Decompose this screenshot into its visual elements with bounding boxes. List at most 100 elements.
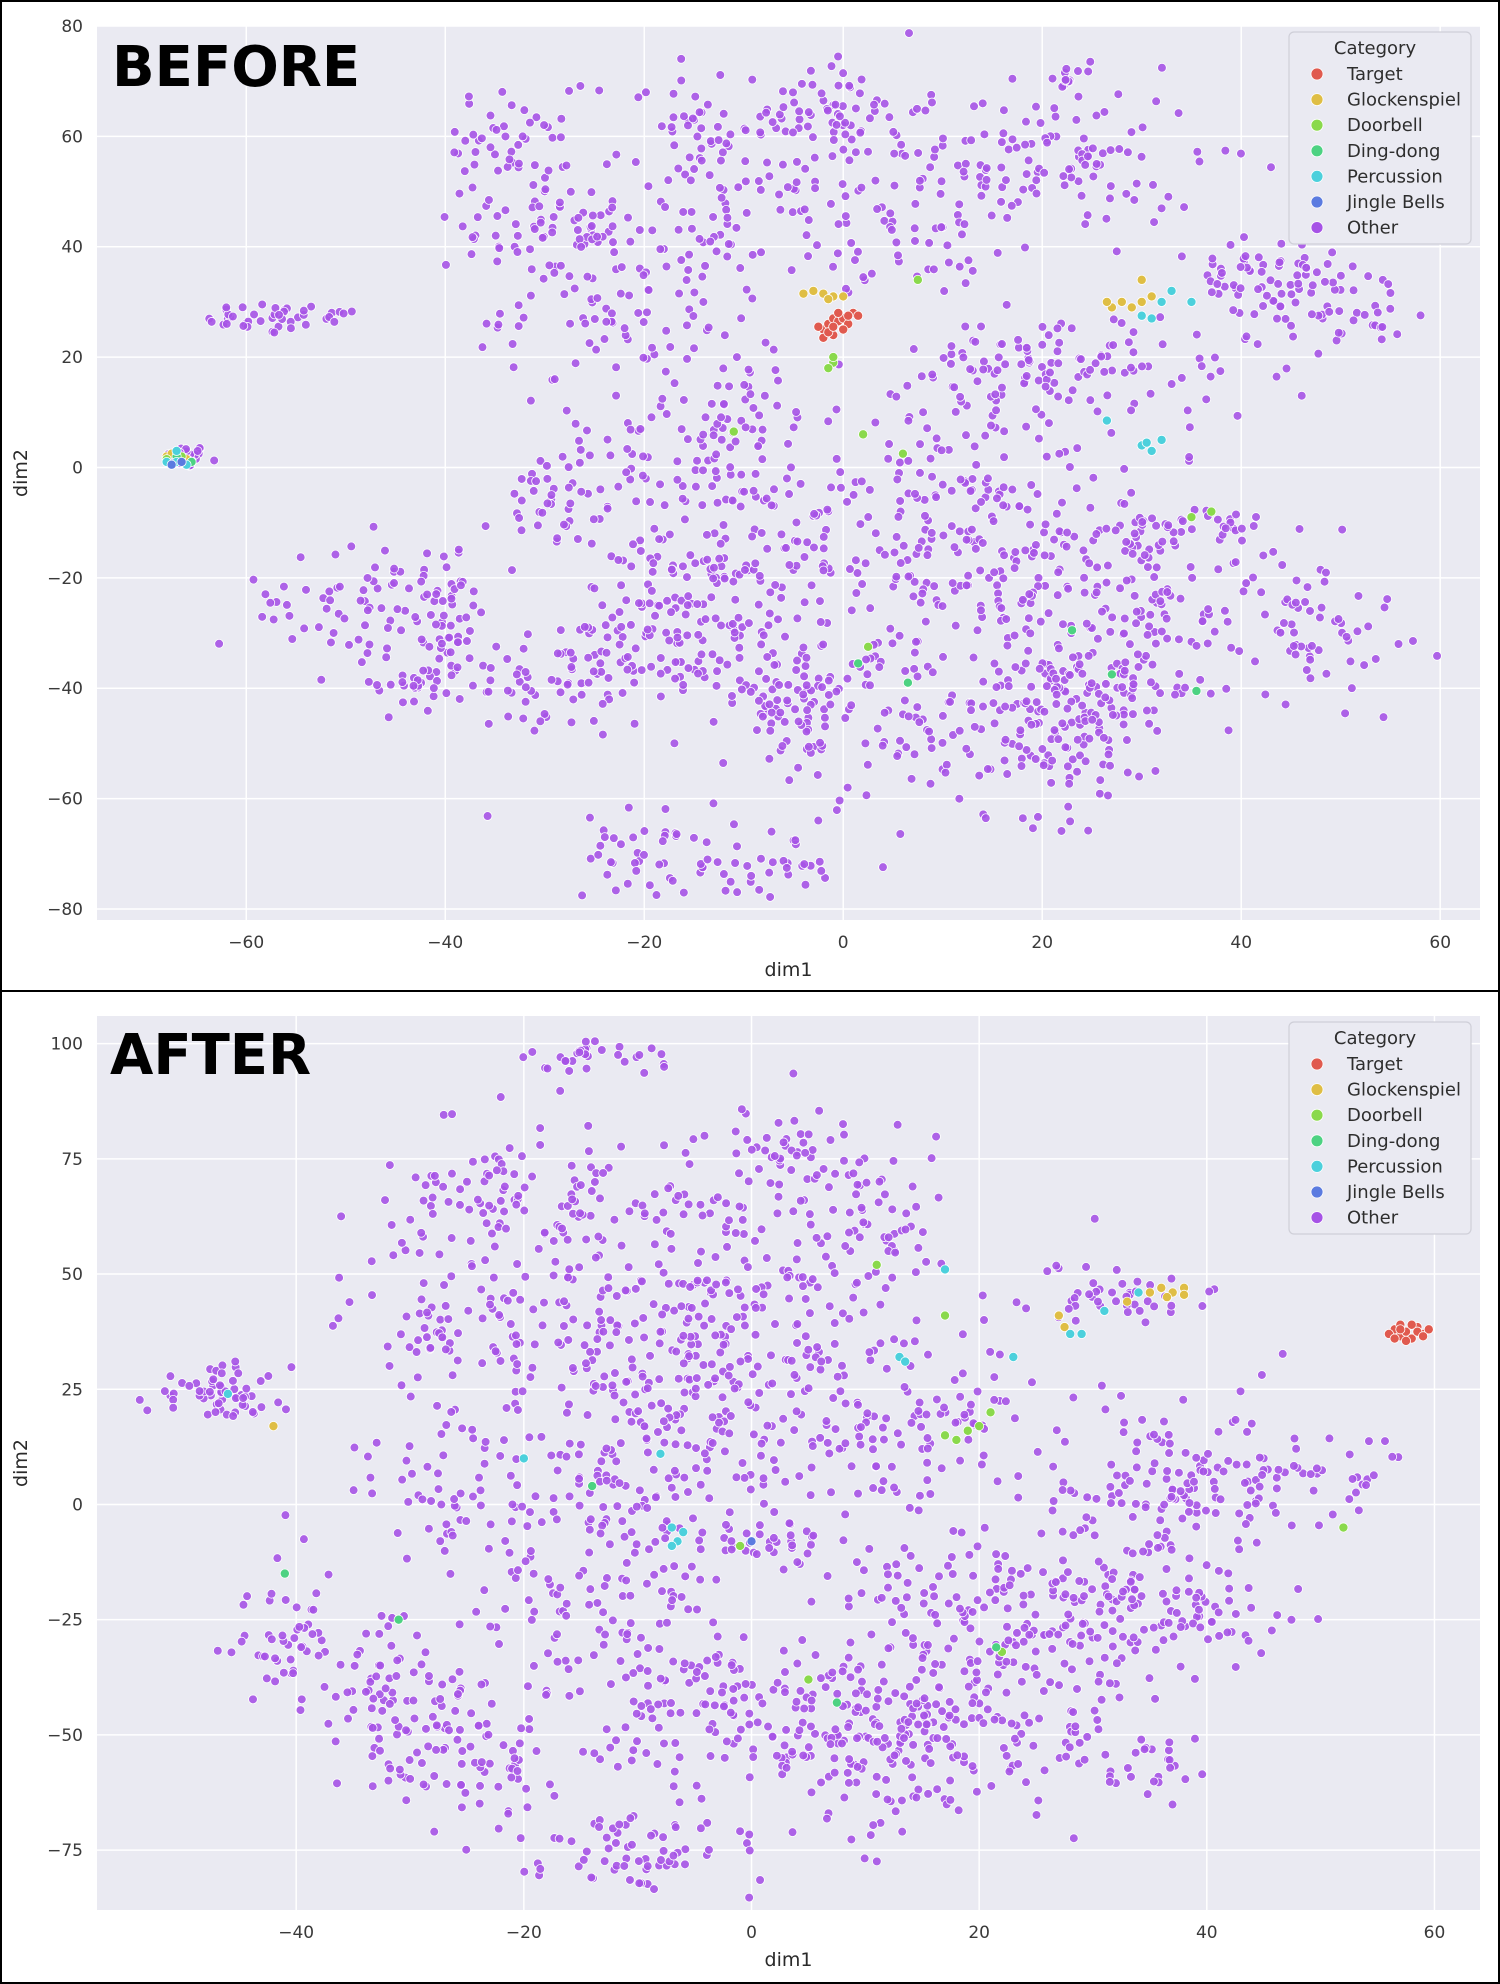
data-point-other bbox=[761, 107, 771, 118]
data-point-glockenspiel bbox=[1126, 302, 1137, 313]
data-point-other bbox=[808, 132, 818, 142]
data-point-other bbox=[586, 538, 597, 549]
data-point-other bbox=[707, 649, 718, 660]
data-point-other bbox=[626, 1416, 637, 1427]
data-point-other bbox=[610, 1368, 620, 1378]
data-point-other bbox=[889, 547, 900, 558]
data-point-other bbox=[1024, 1629, 1035, 1640]
data-point-other bbox=[791, 177, 802, 188]
data-point-other bbox=[828, 1393, 838, 1403]
data-point-other bbox=[586, 1186, 597, 1196]
data-point-other bbox=[667, 875, 678, 886]
data-point-other bbox=[812, 1282, 823, 1293]
data-point-other bbox=[371, 1671, 382, 1682]
data-point-other bbox=[1069, 531, 1080, 542]
data-point-other bbox=[694, 1535, 704, 1546]
data-point-other bbox=[248, 574, 259, 585]
data-point-other bbox=[1016, 761, 1027, 771]
data-point-other bbox=[808, 1530, 819, 1541]
data-point-other bbox=[744, 1845, 755, 1856]
data-point-other bbox=[1333, 327, 1344, 338]
data-point-other bbox=[765, 892, 775, 902]
data-point-other bbox=[311, 1588, 322, 1599]
data-point-other bbox=[781, 1725, 791, 1735]
data-point-other bbox=[483, 719, 494, 729]
data-point-other bbox=[815, 1433, 825, 1443]
data-point-other bbox=[871, 1789, 881, 1799]
data-point-other bbox=[646, 1400, 657, 1411]
data-point-other bbox=[299, 1534, 309, 1544]
data-point-other bbox=[871, 1461, 881, 1472]
data-point-other bbox=[653, 1259, 664, 1270]
data-point-other bbox=[874, 1176, 885, 1187]
data-point-other bbox=[981, 163, 992, 173]
data-point-other bbox=[1063, 583, 1073, 594]
data-point-other bbox=[639, 826, 650, 836]
data-point-other bbox=[1080, 756, 1091, 767]
data-point-other bbox=[1221, 684, 1232, 694]
data-point-other bbox=[883, 453, 893, 464]
data-point-other bbox=[565, 498, 576, 509]
data-point-other bbox=[945, 1795, 956, 1805]
data-point-other bbox=[919, 1710, 929, 1721]
data-point-other bbox=[1036, 1528, 1047, 1539]
x-tick-label: −20 bbox=[626, 933, 662, 953]
data-point-other bbox=[274, 310, 284, 320]
data-point-other bbox=[1108, 340, 1118, 350]
data-point-other bbox=[611, 885, 621, 896]
data-point-other bbox=[1060, 742, 1071, 753]
data-point-other bbox=[1129, 195, 1140, 205]
data-point-other bbox=[542, 1063, 553, 1074]
data-point-other bbox=[824, 1448, 835, 1459]
data-point-other bbox=[963, 255, 974, 266]
data-point-other bbox=[512, 1359, 522, 1369]
data-point-other bbox=[777, 1769, 787, 1780]
data-point-other bbox=[916, 1422, 926, 1432]
data-point-other bbox=[397, 1474, 407, 1485]
x-tick-label: −60 bbox=[228, 933, 264, 953]
data-point-other bbox=[848, 1168, 859, 1179]
data-point-other bbox=[1254, 1452, 1265, 1463]
data-point-other bbox=[1101, 213, 1112, 224]
data-point-other bbox=[826, 482, 836, 493]
data-point-other bbox=[566, 1836, 577, 1847]
data-point-other bbox=[792, 1338, 802, 1348]
data-point-other bbox=[915, 1490, 925, 1501]
data-point-other bbox=[698, 297, 709, 307]
data-point-other bbox=[679, 1658, 690, 1669]
data-point-other bbox=[1106, 1459, 1117, 1470]
data-point-other bbox=[409, 696, 419, 707]
data-point-other bbox=[855, 88, 865, 99]
data-point-other bbox=[707, 1359, 717, 1370]
data-point-other bbox=[455, 1725, 465, 1735]
data-point-other bbox=[468, 1433, 478, 1444]
data-point-other bbox=[736, 469, 747, 480]
data-point-other bbox=[846, 134, 857, 145]
data-point-other bbox=[256, 1402, 267, 1412]
data-point-jingle-bells bbox=[746, 1536, 757, 1547]
data-point-other bbox=[436, 1429, 447, 1439]
data-point-other bbox=[563, 462, 574, 472]
data-point-other bbox=[613, 481, 624, 492]
data-point-other bbox=[693, 1311, 704, 1322]
data-point-other bbox=[568, 694, 579, 705]
data-point-other bbox=[582, 1846, 592, 1857]
data-point-other bbox=[822, 1438, 833, 1448]
data-point-other bbox=[690, 91, 701, 102]
data-point-other bbox=[1097, 606, 1107, 617]
chart-before: −60 −40 −20 0 20 40 60−80−60−40−20020406080dim… bbox=[10, 17, 1480, 981]
data-point-other bbox=[1271, 371, 1282, 382]
data-point-other bbox=[910, 647, 920, 658]
data-point-other bbox=[747, 74, 758, 85]
data-point-other bbox=[835, 1386, 846, 1397]
data-point-other bbox=[522, 1521, 533, 1531]
data-point-other bbox=[160, 1386, 170, 1396]
data-point-other bbox=[840, 713, 851, 723]
data-point-other bbox=[899, 1733, 909, 1743]
data-point-other bbox=[724, 1428, 735, 1439]
data-point-other bbox=[1024, 1717, 1034, 1728]
data-point-other bbox=[942, 240, 953, 251]
data-point-other bbox=[868, 1820, 878, 1830]
data-point-other bbox=[1031, 188, 1042, 199]
data-point-other bbox=[578, 1746, 588, 1757]
